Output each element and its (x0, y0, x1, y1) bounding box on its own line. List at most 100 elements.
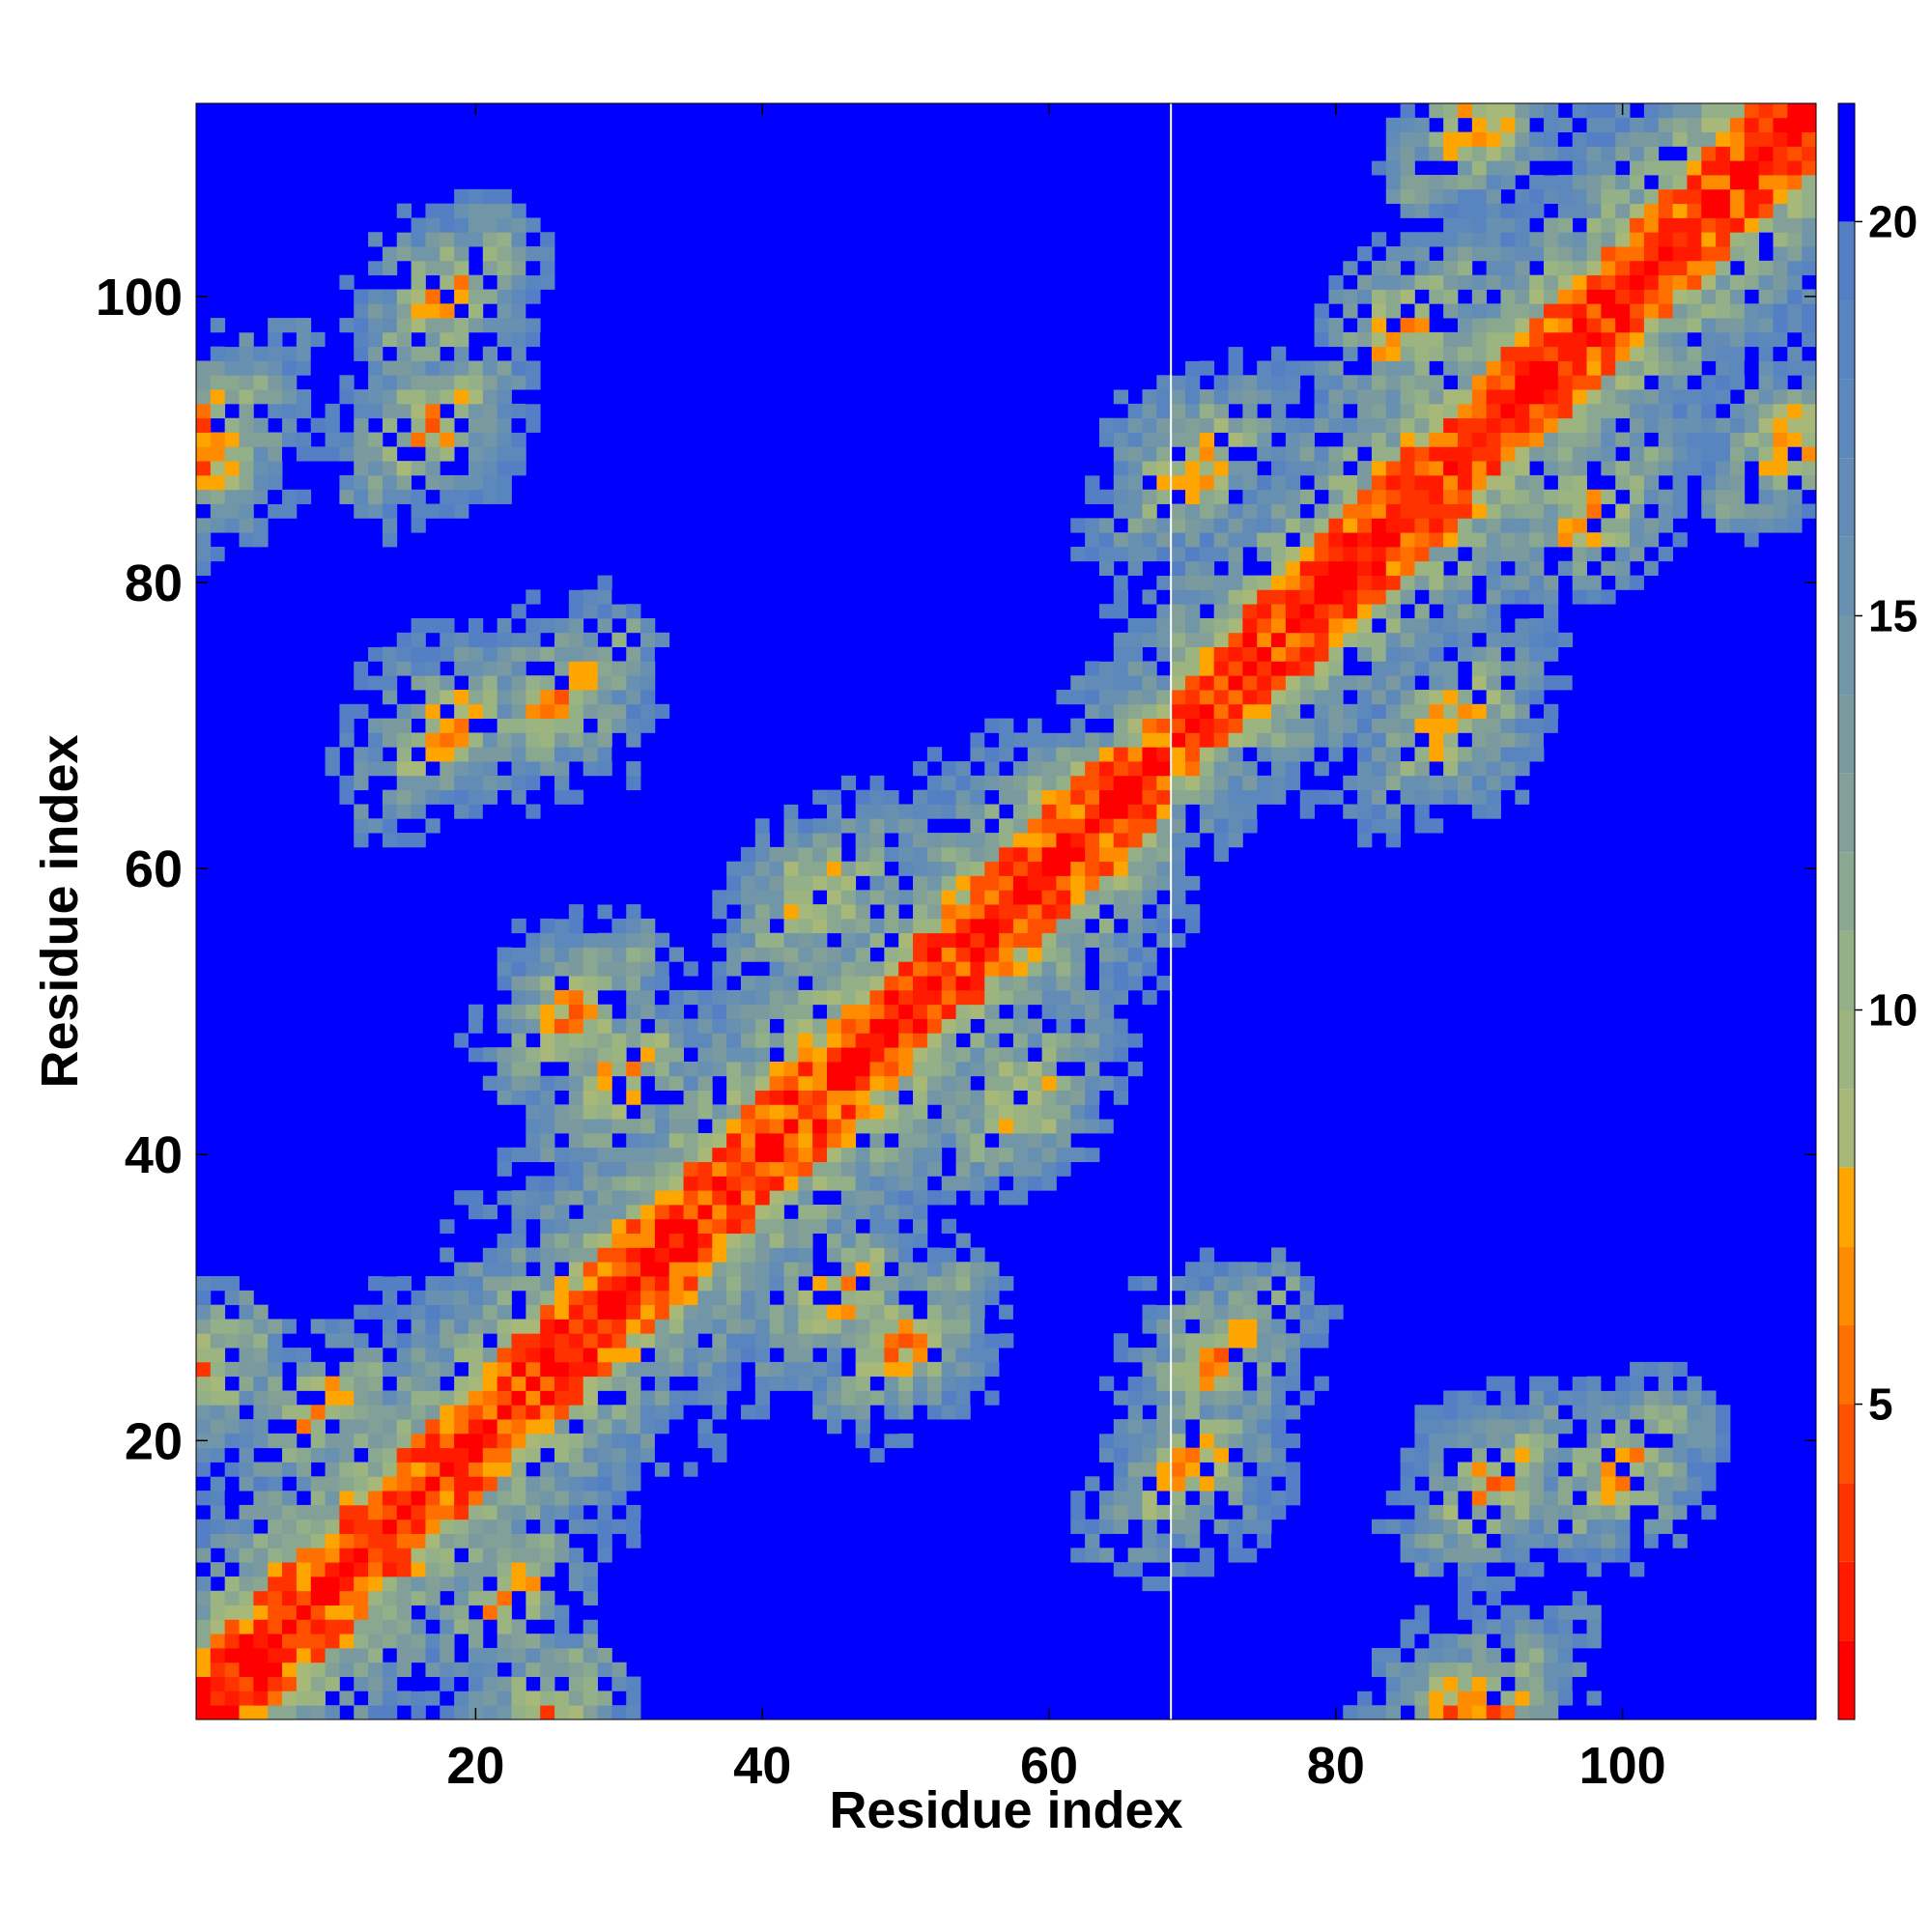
heatmap-cell (1285, 375, 1301, 390)
heatmap-cell (354, 1647, 369, 1663)
heatmap-cell (1127, 1447, 1143, 1463)
heatmap-cell (1672, 289, 1688, 304)
heatmap-cell (654, 1104, 670, 1120)
heatmap-cell (1199, 1333, 1215, 1349)
heatmap-cell (368, 1647, 384, 1663)
heatmap-cell (482, 976, 498, 991)
heatmap-cell (1486, 1405, 1501, 1420)
heatmap-cell (1328, 775, 1344, 791)
heatmap-cell (454, 1690, 469, 1706)
heatmap-cell (1486, 804, 1501, 819)
heatmap-cell (783, 947, 799, 962)
heatmap-cell (1544, 1504, 1559, 1520)
heatmap-cell (1658, 346, 1673, 361)
heatmap-cell (1242, 1519, 1258, 1534)
heatmap-cell (411, 1247, 426, 1263)
heatmap-cell (411, 775, 426, 791)
heatmap-cell (454, 1705, 469, 1720)
heatmap-cell (1056, 947, 1071, 962)
heatmap-cell (224, 346, 240, 361)
heatmap-cell (540, 961, 555, 977)
heatmap-cell (1027, 1061, 1042, 1077)
heatmap-cell (1586, 1447, 1602, 1463)
heatmap-cell (941, 1405, 956, 1420)
heatmap-cell (1643, 560, 1660, 576)
heatmap-cell (310, 331, 326, 348)
heatmap-cell (869, 789, 885, 805)
heatmap-cell (898, 1233, 914, 1248)
heatmap-cell (296, 1548, 312, 1563)
heatmap-cell (955, 1333, 971, 1349)
heatmap-cell (210, 1590, 226, 1605)
heatmap-cell (368, 446, 384, 462)
heatmap-cell (1156, 1361, 1172, 1378)
heatmap-cell (697, 1476, 713, 1492)
heatmap-cell (626, 1390, 641, 1406)
heatmap-cell (425, 1304, 440, 1320)
heatmap-cell (1544, 1390, 1559, 1406)
heatmap-cell (1486, 360, 1501, 376)
heatmap-cell (1643, 1519, 1660, 1534)
heatmap-cell (1299, 432, 1315, 447)
heatmap-cell (826, 804, 842, 819)
heatmap-cell (626, 1348, 641, 1363)
heatmap-cell (239, 1290, 254, 1306)
heatmap-cell (1414, 718, 1430, 733)
heatmap-cell (1500, 289, 1516, 304)
heatmap-cell (855, 1190, 870, 1206)
heatmap-cell (1357, 131, 1373, 147)
heatmap-cell (1156, 375, 1172, 390)
heatmap-cell (540, 1705, 555, 1720)
heatmap-cell (1457, 318, 1473, 333)
heatmap-cell (1457, 417, 1473, 433)
heatmap-cell (1185, 632, 1201, 648)
heatmap-cell (855, 1361, 870, 1378)
heatmap-cell (1572, 188, 1587, 205)
heatmap-cell (1156, 589, 1172, 605)
heatmap-cell (1098, 789, 1115, 805)
heatmap-cell (411, 489, 426, 504)
heatmap-cell (611, 703, 627, 720)
heatmap-cell (840, 1004, 857, 1019)
heatmap-cell (568, 1233, 584, 1248)
heatmap-cell (984, 1090, 1000, 1105)
heatmap-cell (1113, 604, 1129, 619)
heatmap-cell (1586, 417, 1602, 433)
heatmap-cell (339, 318, 355, 333)
heatmap-cell (1544, 217, 1559, 233)
heatmap-cell (926, 775, 943, 791)
heatmap-cell (1012, 904, 1029, 920)
heatmap-cell (425, 1576, 440, 1592)
heatmap-cell (754, 1018, 771, 1034)
heatmap-cell (1586, 117, 1602, 133)
heatmap-cell (497, 1090, 512, 1105)
heatmap-cell (1429, 690, 1444, 705)
heatmap-cell (1098, 732, 1115, 748)
heatmap-cell (339, 375, 355, 390)
heatmap-cell (1199, 1276, 1215, 1292)
heatmap-cell (1127, 1061, 1143, 1077)
heatmap-cell (1171, 646, 1186, 662)
heatmap-cell (1572, 1705, 1587, 1720)
heatmap-cell (582, 1562, 598, 1577)
heatmap-cell (654, 1147, 670, 1162)
heatmap-cell (1213, 1333, 1229, 1349)
heatmap-cell (1371, 375, 1387, 390)
heatmap-cell (296, 1690, 312, 1706)
heatmap-cell (1314, 417, 1329, 433)
heatmap-cell (898, 1104, 914, 1120)
heatmap-cell (1615, 1376, 1631, 1391)
heatmap-cell (1658, 232, 1673, 247)
heatmap-cell (1385, 804, 1402, 819)
heatmap-cell (382, 732, 398, 748)
heatmap-cell (239, 1476, 254, 1492)
heatmap-cell (1658, 1504, 1673, 1520)
heatmap-cell (1658, 360, 1673, 376)
heatmap-cell (1429, 589, 1444, 605)
heatmap-cell (1371, 546, 1387, 562)
heatmap-cell (1486, 389, 1501, 405)
heatmap-cell (1544, 1462, 1559, 1477)
heatmap-cell (970, 775, 985, 791)
heatmap-cell (955, 1047, 971, 1063)
heatmap-cell (1027, 947, 1042, 962)
